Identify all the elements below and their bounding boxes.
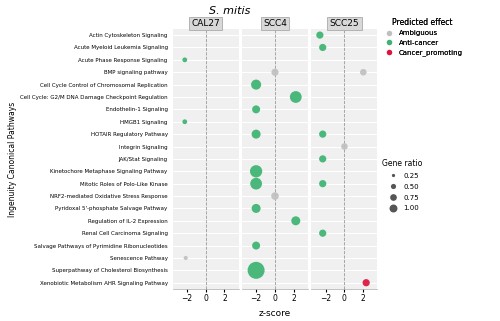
Y-axis label: Ingenuity Canonical Pathways: Ingenuity Canonical Pathways [8,101,17,217]
Point [252,243,260,248]
Point [271,70,279,75]
Point [360,70,368,75]
Point [181,57,189,62]
Point [318,45,326,50]
Legend: 0.25, 0.50, 0.75, 1.00: 0.25, 0.50, 0.75, 1.00 [381,158,424,213]
Title: CAL27: CAL27 [191,19,220,28]
Point [292,218,300,223]
Point [252,181,260,186]
Point [340,144,348,149]
Title: SCC25: SCC25 [330,19,359,28]
Point [252,82,260,87]
Title: SCC4: SCC4 [263,19,287,28]
Point [362,280,370,285]
Point [316,32,324,38]
Text: z-score: z-score [259,309,291,318]
Point [252,132,260,137]
Point [318,132,326,137]
Point [181,119,189,124]
Point [271,194,279,199]
Point [252,169,260,174]
Point [318,230,326,236]
Text: S. mitis: S. mitis [210,6,250,16]
Point [318,156,326,161]
Point [318,181,326,186]
Point [182,256,190,261]
Point [252,206,260,211]
Point [252,107,260,112]
Point [252,268,260,273]
Legend: Ambiguous, Anti-cancer, Cancer_promoting: Ambiguous, Anti-cancer, Cancer_promoting [381,16,464,57]
Point [292,94,300,100]
